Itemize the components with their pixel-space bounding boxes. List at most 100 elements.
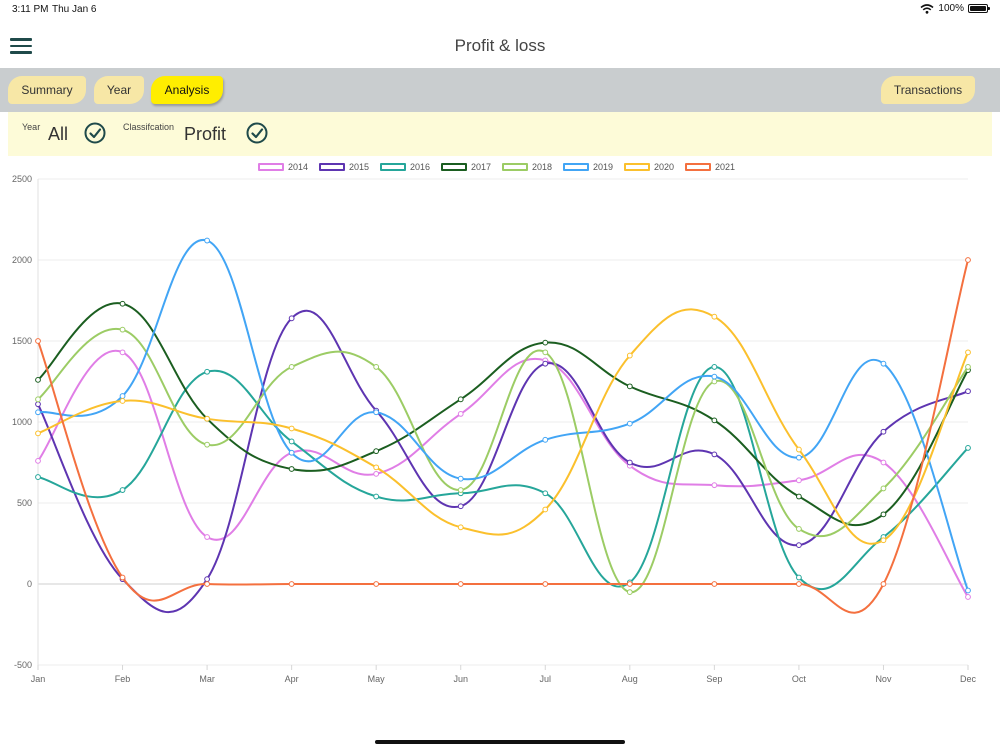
legend-swatch	[441, 163, 467, 171]
data-point-2018	[119, 326, 126, 333]
data-point-2021	[373, 581, 380, 587]
series-line-2021	[37, 259, 969, 614]
data-point-2020	[880, 537, 887, 544]
data-point-2019	[373, 409, 380, 416]
x-tick-label: Aug	[622, 674, 638, 684]
legend-item-2019[interactable]: 2019	[563, 160, 613, 174]
data-point-2020	[373, 464, 380, 471]
legend-item-2016[interactable]: 2016	[380, 160, 430, 174]
year-check-circle-icon[interactable]	[84, 122, 106, 144]
legend-label: 2015	[349, 162, 370, 172]
data-point-2019	[796, 454, 802, 461]
battery-percent: 100%	[938, 3, 964, 14]
data-point-2014	[35, 457, 41, 464]
profit-line-chart: -500 0 500 1000 1500 2000 2500 Jan Feb Mar Apr May J…	[12, 174, 977, 684]
battery-icon	[968, 4, 990, 13]
data-point-2014	[711, 482, 718, 489]
data-point-2021	[204, 581, 210, 587]
x-tick-label: May	[368, 674, 386, 684]
data-point-2018	[626, 589, 633, 596]
data-point-2020	[457, 524, 464, 531]
data-point-2021	[457, 581, 464, 587]
data-point-2016	[796, 574, 802, 581]
data-point-2016	[373, 493, 380, 500]
legend-item-2017[interactable]: 2017	[441, 160, 491, 174]
status-time: 3:11 PM	[12, 4, 49, 15]
series-line-2015	[37, 309, 969, 613]
chart-legend: 2014 2015 2016 2017 2018 2019 2020 2021	[0, 160, 1000, 174]
data-point-2017	[880, 511, 887, 518]
year-filter-label: Year	[22, 122, 41, 132]
tab-summary[interactable]: Summary	[8, 76, 86, 104]
legend-item-2015[interactable]: 2015	[319, 160, 369, 174]
data-point-2017	[542, 339, 549, 346]
data-point-2018	[796, 526, 802, 532]
data-point-2019	[880, 360, 887, 367]
legend-item-2020[interactable]: 2020	[624, 160, 674, 174]
data-point-2015	[288, 315, 295, 322]
legend-label: 2016	[410, 162, 431, 172]
classification-check-circle-icon[interactable]	[246, 122, 268, 144]
transactions-button[interactable]: Transactions	[881, 76, 975, 104]
legend-swatch	[685, 163, 711, 171]
y-tick-label: 500	[17, 498, 32, 508]
data-point-2014	[965, 594, 971, 600]
data-point-2015	[965, 388, 971, 395]
data-point-2017	[711, 417, 718, 424]
data-point-2019	[626, 420, 633, 427]
data-point-2020	[204, 415, 210, 422]
series-line-2016	[37, 365, 969, 591]
data-point-2019	[119, 393, 126, 399]
series-line-2019	[37, 239, 969, 591]
legend-label: 2020	[654, 162, 675, 172]
data-point-2017	[457, 396, 464, 403]
data-point-2018	[373, 364, 380, 370]
data-point-2019	[288, 449, 295, 456]
hamburger-menu-icon[interactable]	[10, 38, 32, 54]
x-tick-label: Mar	[199, 674, 215, 684]
tab-analysis[interactable]: Analysis	[151, 76, 223, 104]
data-point-2016	[711, 364, 718, 370]
data-point-2020	[288, 425, 295, 432]
classification-filter-label: Classifcation	[123, 122, 175, 132]
data-point-2014	[796, 477, 802, 484]
home-indicator[interactable]	[375, 740, 625, 744]
x-tick-label: Dec	[960, 674, 977, 684]
legend-swatch	[319, 163, 345, 171]
data-point-2014	[204, 534, 210, 540]
data-point-2015	[880, 428, 887, 435]
x-tick-label: Jul	[540, 674, 552, 684]
legend-swatch	[624, 163, 650, 171]
data-point-2016	[119, 487, 126, 493]
data-point-2020	[542, 506, 549, 513]
data-point-2019	[965, 587, 971, 594]
data-point-2021	[288, 581, 295, 587]
data-point-2017	[626, 383, 633, 390]
legend-label: 2021	[715, 162, 736, 172]
tab-year[interactable]: Year	[94, 76, 144, 104]
legend-item-2014[interactable]: 2014	[258, 160, 308, 174]
y-tick-label: 0	[27, 579, 32, 589]
data-point-2014	[457, 411, 464, 417]
status-date: Thu Jan 6	[52, 4, 97, 15]
x-tick-label: Jan	[31, 674, 46, 684]
legend-item-2018[interactable]: 2018	[502, 160, 552, 174]
data-point-2021	[542, 581, 549, 587]
y-tick-label: -500	[14, 660, 32, 670]
legend-label: 2014	[288, 162, 309, 172]
legend-swatch	[563, 163, 589, 171]
x-tick-label: Oct	[792, 674, 807, 684]
data-point-2021	[796, 581, 802, 587]
data-point-2018	[457, 487, 464, 493]
data-point-2017	[35, 376, 41, 383]
filter-bar: Year All Classifcation Profit	[8, 112, 992, 156]
legend-item-2021[interactable]: 2021	[685, 160, 735, 174]
data-point-2020	[35, 430, 41, 437]
data-point-2021	[880, 581, 887, 587]
y-tick-label: 1500	[12, 336, 32, 346]
status-bar: 3:11 PM Thu Jan 6 100%	[0, 0, 1000, 20]
data-point-2017	[373, 448, 380, 455]
data-point-2021	[119, 574, 126, 581]
data-point-2019	[35, 409, 41, 416]
data-point-2019	[542, 436, 549, 443]
